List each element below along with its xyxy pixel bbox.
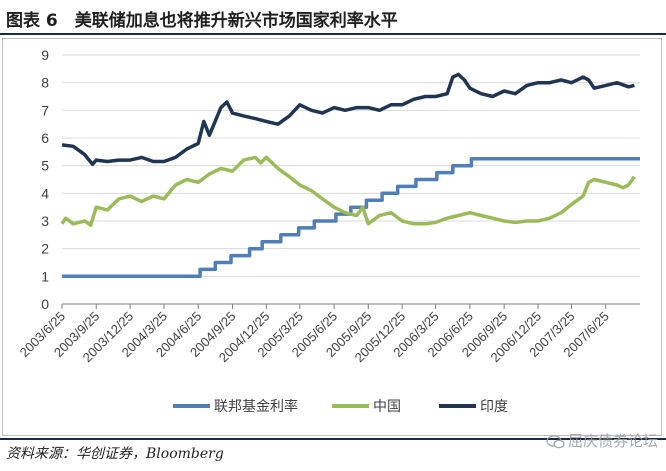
watermark-text: 屈庆债券论坛: [567, 432, 658, 450]
legend-label: 联邦基金利率: [214, 398, 298, 415]
legend-label: 印度: [480, 399, 508, 415]
watermark: 屈庆债券论坛: [546, 430, 658, 451]
footer-rule: [0, 438, 666, 440]
y-tick-label: 9: [41, 47, 49, 63]
series-line-1: [62, 157, 640, 279]
legend: 联邦基金利率 中国 印度: [173, 398, 508, 415]
series-line-3: [61, 72, 635, 167]
source-note: 资料来源：华创证券，Bloomberg: [6, 446, 224, 462]
title-bar: 图表 6 美联储加息也将推升新兴市场国家利率水平: [0, 0, 666, 35]
y-tick-label: 2: [41, 241, 49, 257]
y-tick-label: 7: [41, 102, 49, 118]
series-line-2: [60, 155, 636, 227]
y-tick-label: 1: [41, 268, 49, 284]
series-lines: [60, 72, 640, 279]
chart-frame: [2, 38, 662, 436]
legend-label: 中国: [373, 399, 401, 415]
y-tick-label: 0: [41, 296, 49, 312]
x-axis: 2003/6/252003/9/252003/12/252004/3/25200…: [17, 303, 640, 365]
title-rule: [0, 33, 666, 35]
y-tick-label: 4: [41, 185, 49, 201]
figure-title: 图表 6 美联储加息也将推升新兴市场国家利率水平: [6, 11, 398, 31]
y-tick-label: 8: [41, 75, 49, 91]
grid-lines: [62, 54, 640, 277]
y-tick-label: 5: [41, 158, 49, 174]
y-axis: 0 1 2 3 4 5 6 7 8 9: [41, 47, 49, 312]
wechat-icon: [546, 434, 565, 448]
y-tick-label: 3: [41, 213, 49, 229]
y-tick-label: 6: [41, 130, 49, 146]
